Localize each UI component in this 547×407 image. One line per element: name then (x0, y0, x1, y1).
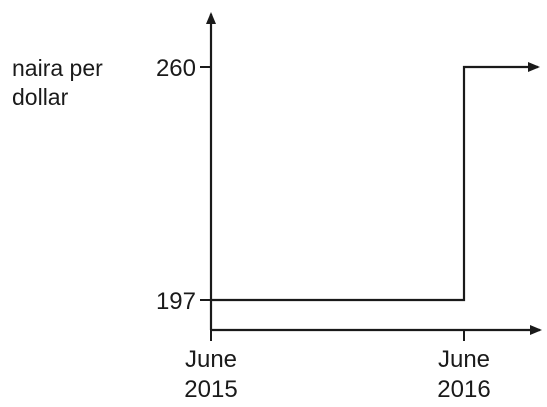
y-axis-label-line-2: dollar (12, 84, 69, 110)
x-tick-label-june-2016-year: 2016 (437, 376, 490, 403)
exchange-rate-line (211, 62, 540, 302)
y-tick-label-260: 260 (156, 55, 196, 82)
series-layer (211, 62, 540, 302)
y-axis-label-line-1: naira per (12, 55, 103, 81)
y-tick-label-197: 197 (156, 288, 196, 315)
x-tick-label-june-2015-month: June (185, 346, 237, 373)
x-tick-label-june-2015-year: 2015 (184, 376, 237, 403)
x-tick-label-june-2016-month: June (438, 346, 490, 373)
